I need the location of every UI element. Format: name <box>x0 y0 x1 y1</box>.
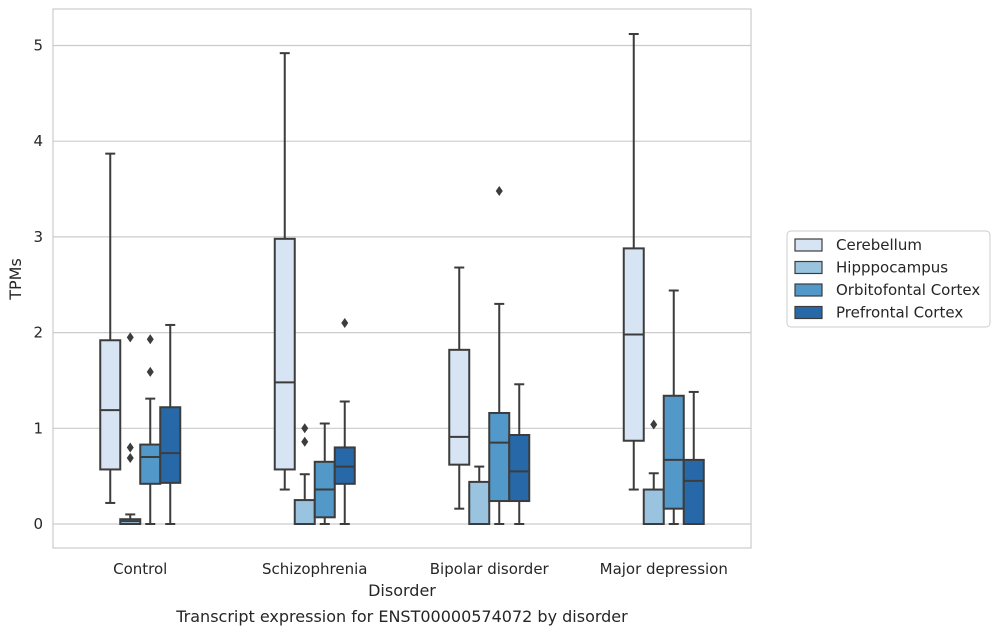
box <box>273 237 296 471</box>
box-group <box>119 332 142 526</box>
box-plots <box>99 33 705 526</box>
box-group <box>293 423 316 526</box>
outlier-point <box>301 423 309 434</box>
x-tick-label: Control <box>113 560 167 578</box>
box-group <box>139 334 162 525</box>
y-tick-label: 1 <box>33 419 43 437</box>
box <box>508 433 531 503</box>
legend-label: Hipppocampus <box>836 259 948 277</box>
box <box>139 443 162 485</box>
box <box>662 394 685 510</box>
box <box>448 348 471 466</box>
legend-swatch <box>794 238 823 252</box>
outlier-point <box>126 332 134 343</box>
outlier-point <box>341 318 349 329</box>
box <box>682 458 705 526</box>
y-tick-label: 2 <box>33 324 43 342</box>
outlier-point <box>650 419 658 430</box>
x-tick-label: Schizophrenia <box>262 560 367 578</box>
box <box>488 411 511 503</box>
y-tick-label: 3 <box>33 228 43 246</box>
box <box>293 499 316 526</box>
box-group <box>682 390 705 526</box>
legend-swatch <box>794 260 823 275</box>
outlier-point <box>126 452 134 463</box>
box <box>622 247 645 442</box>
legend-label: Orbitofontal Cortex <box>836 281 980 299</box>
y-tick-label: 5 <box>33 37 43 55</box>
x-tick-label: Major depression <box>600 560 728 578</box>
outlier-point <box>495 185 503 196</box>
box-group <box>468 465 491 525</box>
y-tick-label: 4 <box>33 132 43 150</box>
legend-frame <box>786 230 991 328</box>
y-axis: 0 1 2 3 4 5 <box>33 37 43 534</box>
box-group <box>333 318 356 525</box>
legend: Cerebellum Hipppocampus Orbitofontal Corte… <box>786 230 991 328</box>
box-group <box>488 185 511 525</box>
box-group <box>313 422 336 525</box>
box-group <box>508 383 531 525</box>
x-axis: Control Schizophrenia Bipolar disorder Majo… <box>113 560 728 578</box>
x-axis-label: Disorder <box>368 581 436 600</box>
box-group <box>622 33 645 491</box>
y-tick-label: 0 <box>33 515 43 533</box>
box <box>99 339 122 471</box>
box-group <box>662 289 685 525</box>
box-group <box>273 52 296 491</box>
legend-label: Cerebellum <box>836 236 922 254</box>
outlier-point <box>301 436 309 447</box>
y-axis-label: TPMs <box>6 258 25 301</box>
plot-frame <box>52 8 752 549</box>
outlier-point <box>146 334 154 345</box>
outlier-point <box>126 442 134 453</box>
box-group <box>159 323 182 525</box>
legend-swatch <box>794 305 823 320</box>
box <box>468 480 491 525</box>
box <box>642 488 665 526</box>
legend-label: Prefrontal Cortex <box>836 304 963 322</box>
chart-caption: Transcript expression for ENST0000057407… <box>175 607 628 626</box>
box-group <box>642 419 665 526</box>
box-group <box>448 266 471 510</box>
legend-entries: Cerebellum Hipppocampus Orbitofontal Corte… <box>794 236 980 322</box>
outlier-point <box>146 366 154 377</box>
box-group <box>99 152 122 504</box>
legend-swatch <box>794 283 823 297</box>
x-tick-label: Bipolar disorder <box>430 560 550 578</box>
box <box>159 406 182 484</box>
